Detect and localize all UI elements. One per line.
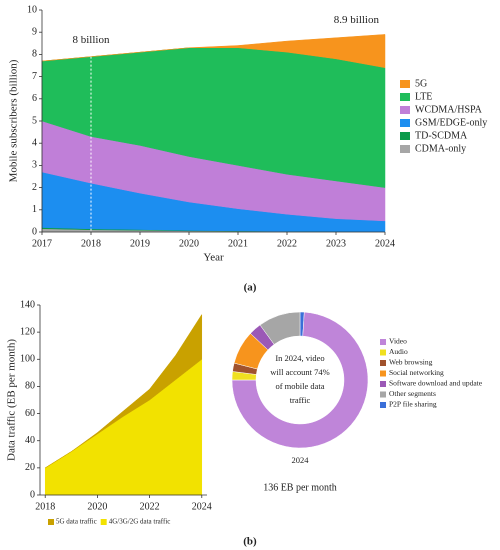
annotation: 8 billion [73, 34, 110, 46]
legend-label: Software download and update [389, 379, 483, 388]
x-tick-label: 2023 [326, 238, 346, 249]
legend-swatch [400, 145, 410, 153]
legend-label: LTE [415, 91, 432, 102]
y-tick-label: 120 [20, 326, 35, 337]
caption: (a) [244, 282, 257, 294]
legend-swatch [380, 381, 386, 387]
legend-label: Other segments [389, 389, 436, 398]
donut-slice [259, 311, 301, 345]
legend-swatch [380, 391, 386, 398]
y-tick-label: 6 [32, 93, 37, 104]
area [44, 358, 203, 496]
center-text: In 2024, video [275, 353, 324, 363]
x-tick-label: 2022 [277, 238, 297, 249]
legend-swatch [400, 93, 410, 101]
legend-swatch [400, 106, 410, 114]
area [41, 34, 386, 69]
legend-label: CDMA-only [415, 143, 466, 154]
x-tick-label: 2024 [375, 238, 395, 249]
legend-swatch [380, 349, 386, 356]
legend-label: Social networking [389, 368, 444, 377]
x-tick-label: 2018 [81, 238, 101, 249]
y-tick-label: 5 [32, 115, 37, 126]
x-tick-label: 2020 [179, 238, 199, 249]
y-tick-label: 3 [32, 160, 37, 171]
y-tick-label: 100 [20, 354, 35, 365]
legend-swatch [400, 132, 410, 140]
caption: (b) [243, 536, 257, 548]
y-axis-label: Mobile subscribers (billion) [8, 59, 20, 182]
area [45, 313, 203, 469]
legend-label: 5G [415, 78, 427, 89]
y-tick-label: 0 [32, 226, 37, 237]
x-tick-label: 2024 [192, 501, 212, 512]
center-text: will account 74% [270, 367, 329, 377]
donut-slice [231, 311, 369, 449]
legend-label: GSM/EDGE-only [415, 117, 487, 128]
legend-swatch [380, 370, 386, 377]
legend-label: Video [389, 337, 407, 346]
legend-label: TD-SCDMA [415, 130, 468, 141]
x-axis-label: Year [203, 252, 224, 264]
y-tick-label: 80 [25, 381, 35, 392]
legend-swatch [100, 519, 107, 525]
y-tick-label: 60 [25, 408, 35, 419]
legend-swatch [380, 402, 386, 408]
y-tick-label: 140 [20, 299, 35, 310]
x-tick-label: 2020 [87, 501, 107, 512]
y-tick-label: 2 [32, 182, 37, 193]
legend-swatch [400, 80, 410, 88]
legend-label: WCDMA/HSPA [415, 104, 483, 115]
y-tick-label: 40 [25, 435, 35, 446]
x-tick-label: 2019 [130, 238, 150, 249]
center-text: traffic [290, 395, 311, 405]
x-tick-label: 2022 [140, 501, 160, 512]
x-tick-label: 2021 [228, 238, 248, 249]
x-tick-label: 2017 [32, 238, 52, 249]
y-tick-label: 9 [32, 26, 37, 37]
legend-label: 5G data traffic [56, 518, 97, 526]
center-text: of mobile data [275, 381, 324, 391]
y-tick-label: 0 [30, 489, 35, 500]
y-axis-label: Data traffic (EB per month) [6, 339, 18, 461]
x-tick-label: 2018 [35, 501, 55, 512]
legend-swatch [48, 519, 54, 525]
legend-swatch [400, 119, 410, 127]
y-tick-label: 10 [27, 4, 37, 15]
annotation: 8.9 billion [334, 14, 380, 26]
pie-subtitle: 136 EB per month [263, 482, 337, 493]
legend-label: P2P file sharing [389, 400, 437, 409]
legend-label: 4G/3G/2G data traffic [109, 518, 171, 526]
legend-label: Web browsing [389, 358, 433, 367]
pie-label: 2024 [292, 455, 310, 465]
legend-label: Audio [389, 347, 408, 356]
y-tick-label: 4 [32, 137, 37, 148]
y-tick-label: 7 [32, 71, 37, 82]
legend-swatch [380, 360, 386, 366]
y-tick-label: 1 [32, 204, 37, 215]
legend-swatch [380, 339, 386, 345]
y-tick-label: 8 [32, 49, 37, 60]
y-tick-label: 20 [25, 462, 35, 473]
